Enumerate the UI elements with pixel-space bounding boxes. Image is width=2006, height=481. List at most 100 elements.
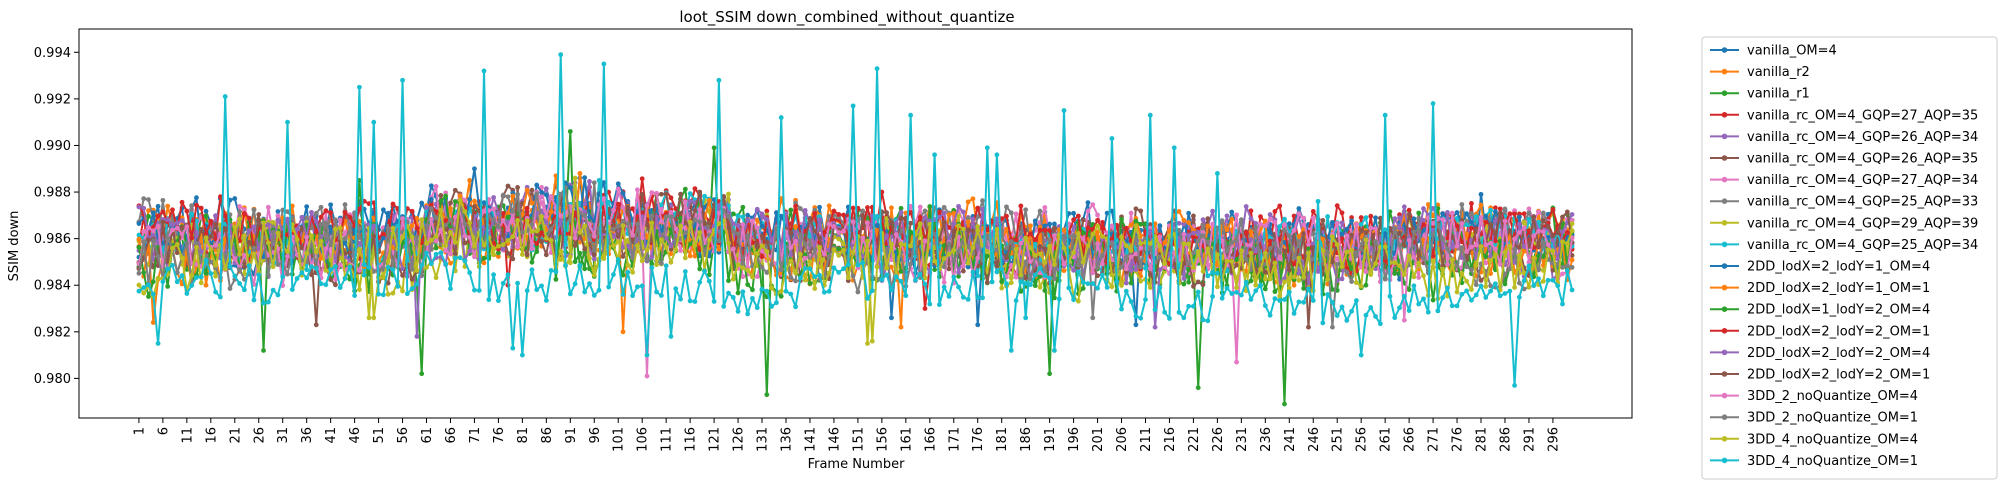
data-point — [898, 205, 904, 211]
data-point — [203, 270, 209, 276]
data-point — [754, 274, 760, 280]
data-point — [1243, 204, 1249, 209]
data-point — [975, 224, 981, 230]
data-point — [577, 171, 583, 176]
data-point — [304, 234, 310, 240]
data-point — [1492, 218, 1498, 223]
data-point — [572, 259, 578, 265]
data-point — [150, 228, 156, 234]
data-point — [687, 253, 693, 259]
data-point — [567, 185, 573, 191]
data-point — [1004, 255, 1009, 261]
data-point — [500, 217, 506, 223]
data-point — [1516, 214, 1522, 220]
data-point — [836, 236, 842, 242]
data-point — [1521, 219, 1527, 225]
data-point — [1392, 271, 1398, 276]
data-point — [1531, 214, 1537, 220]
data-point — [1186, 279, 1192, 285]
data-point — [1488, 207, 1493, 213]
data-point — [1526, 210, 1532, 216]
data-point — [443, 193, 449, 199]
data-point — [472, 198, 477, 204]
data-point — [817, 204, 822, 210]
data-point — [1512, 211, 1517, 217]
data-point — [146, 237, 151, 243]
data-point — [1191, 283, 1196, 289]
data-point — [802, 207, 808, 213]
data-point — [203, 213, 209, 219]
data-point — [515, 244, 520, 250]
data-point — [1248, 216, 1254, 222]
data-point — [831, 224, 837, 229]
data-point — [1560, 214, 1565, 220]
data-point — [841, 228, 846, 234]
data-point — [515, 185, 520, 190]
data-point — [505, 250, 511, 256]
data-point — [505, 227, 511, 233]
data-point — [237, 209, 242, 214]
data-point — [1123, 280, 1129, 286]
data-point — [1267, 238, 1273, 244]
data-point — [1564, 209, 1570, 215]
data-point — [730, 246, 736, 252]
data-point — [213, 243, 219, 248]
data-point — [1497, 206, 1503, 212]
data-point — [946, 266, 952, 272]
data-point — [1416, 210, 1422, 216]
data-point — [304, 204, 310, 210]
data-point — [951, 228, 957, 234]
data-point — [1186, 220, 1192, 225]
data-point — [687, 198, 693, 204]
data-point — [170, 207, 175, 213]
data-point — [572, 243, 578, 248]
data-point — [1205, 216, 1211, 222]
data-point — [663, 191, 669, 197]
data-point — [347, 250, 353, 256]
data-point — [817, 235, 822, 241]
data-point — [951, 221, 957, 227]
data-point — [1526, 206, 1532, 212]
data-point — [807, 216, 813, 222]
data-point — [409, 223, 415, 229]
data-point — [174, 225, 180, 231]
data-point — [740, 214, 746, 220]
data-point — [472, 204, 477, 209]
data-point — [1109, 208, 1115, 214]
data-point — [491, 195, 497, 200]
data-point — [462, 233, 468, 239]
data-point — [936, 209, 942, 215]
data-point — [1071, 267, 1076, 273]
data-point — [323, 208, 329, 214]
data-point — [1147, 285, 1153, 290]
data-point — [1516, 221, 1522, 227]
data-point — [941, 204, 947, 210]
data-point — [793, 224, 798, 229]
data-point — [874, 223, 880, 228]
data-point — [467, 178, 473, 183]
data-point — [970, 228, 976, 234]
data-point — [1200, 282, 1206, 288]
data-point — [1478, 278, 1484, 283]
data-point — [735, 290, 741, 296]
data-point — [1023, 315, 1029, 321]
data-point — [1004, 213, 1009, 219]
data-point — [960, 268, 966, 274]
data-point — [1157, 223, 1163, 229]
data-point — [529, 246, 535, 251]
data-point — [860, 235, 866, 241]
data-point — [1018, 230, 1024, 236]
data-point — [726, 278, 731, 284]
data-point — [170, 222, 175, 228]
data-point — [309, 272, 314, 278]
data-point — [1497, 210, 1503, 216]
data-point — [668, 195, 674, 201]
data-point — [1469, 225, 1474, 231]
data-point — [337, 262, 343, 267]
data-point — [246, 215, 252, 221]
data-point — [1181, 217, 1187, 223]
data-point — [1090, 315, 1096, 321]
data-point — [1080, 217, 1086, 223]
plot-area: 0.9800.9820.9840.9860.9880.9900.9920.994… — [34, 28, 1633, 452]
data-point — [313, 322, 319, 328]
